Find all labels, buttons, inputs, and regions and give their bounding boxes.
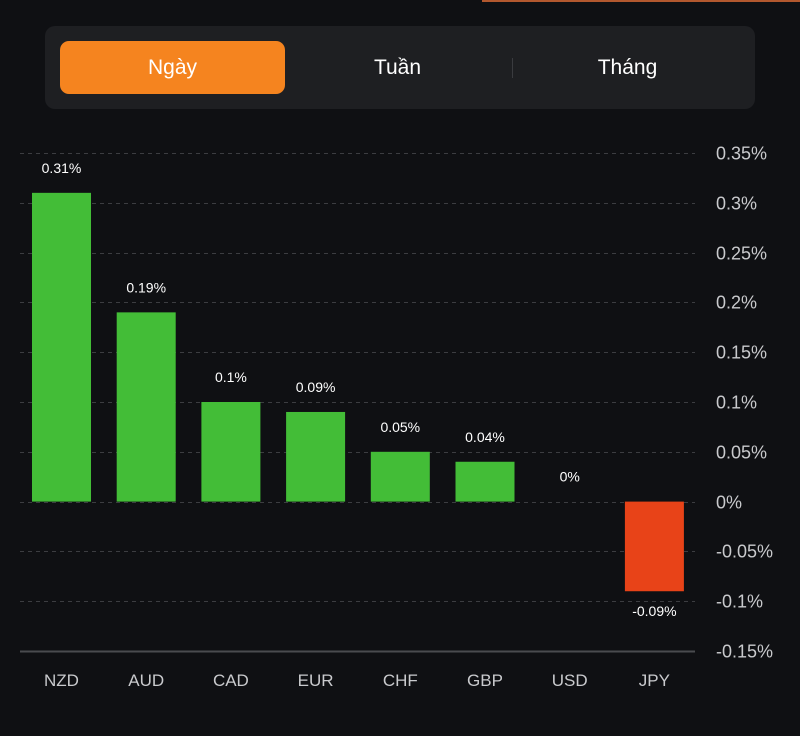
y-tick-label: 0.25% <box>716 244 767 264</box>
y-tick-label: 0.1% <box>716 393 757 413</box>
tab-divider <box>512 58 513 78</box>
bar-aud[interactable] <box>116 312 176 502</box>
tab-week[interactable]: Tuần <box>373 55 422 79</box>
data-labels: 0.31% 0.19% 0.1% 0.09% 0.05% 0.04% 0% -0.09% <box>42 160 677 619</box>
gridlines <box>20 153 695 653</box>
x-axis-ticks: NZD AUD CAD EUR CHF GBP USD JPY <box>44 671 670 690</box>
period-segmented-control: Ngày Tuần Tháng <box>45 26 755 109</box>
bar-chf[interactable] <box>370 451 430 502</box>
y-axis-ticks: 0.35% 0.3% 0.25% 0.2% 0.15% 0.1% 0.05% 0% -0.05%… <box>716 144 773 662</box>
tab-day[interactable]: Ngày <box>60 41 285 94</box>
bar-cad[interactable] <box>201 402 261 502</box>
bars <box>32 192 684 592</box>
y-tick-label: 0% <box>716 493 742 513</box>
data-label: 0.09% <box>296 379 336 395</box>
y-tick-label: -0.15% <box>716 642 773 662</box>
y-tick-label: -0.1% <box>716 592 763 612</box>
top-accent-line <box>482 0 800 2</box>
data-label: 0.19% <box>126 279 166 295</box>
x-tick-label: CHF <box>383 671 418 690</box>
data-label: 0.05% <box>380 419 420 435</box>
y-tick-label: 0.2% <box>716 293 757 313</box>
y-tick-label: 0.3% <box>716 194 757 214</box>
x-tick-label: GBP <box>467 671 503 690</box>
data-label: -0.09% <box>632 603 676 619</box>
bar-eur[interactable] <box>286 411 346 502</box>
data-label: 0% <box>560 469 580 485</box>
x-tick-label: CAD <box>213 671 249 690</box>
x-tick-label: JPY <box>639 671 670 690</box>
y-tick-label: 0.05% <box>716 443 767 463</box>
data-label: 0.31% <box>42 160 82 176</box>
bar-nzd[interactable] <box>32 192 91 502</box>
y-tick-label: -0.05% <box>716 542 773 562</box>
x-tick-label: AUD <box>128 671 164 690</box>
bar-gbp[interactable] <box>455 461 515 502</box>
data-label: 0.1% <box>215 369 247 385</box>
x-tick-label: EUR <box>298 671 334 690</box>
y-tick-label: 0.15% <box>716 343 767 363</box>
x-tick-label: NZD <box>44 671 79 690</box>
tab-month[interactable]: Tháng <box>597 55 658 79</box>
bar-jpy[interactable] <box>624 501 684 592</box>
x-tick-label: USD <box>552 671 588 690</box>
y-tick-label: 0.35% <box>716 144 767 164</box>
data-label: 0.04% <box>465 429 505 445</box>
